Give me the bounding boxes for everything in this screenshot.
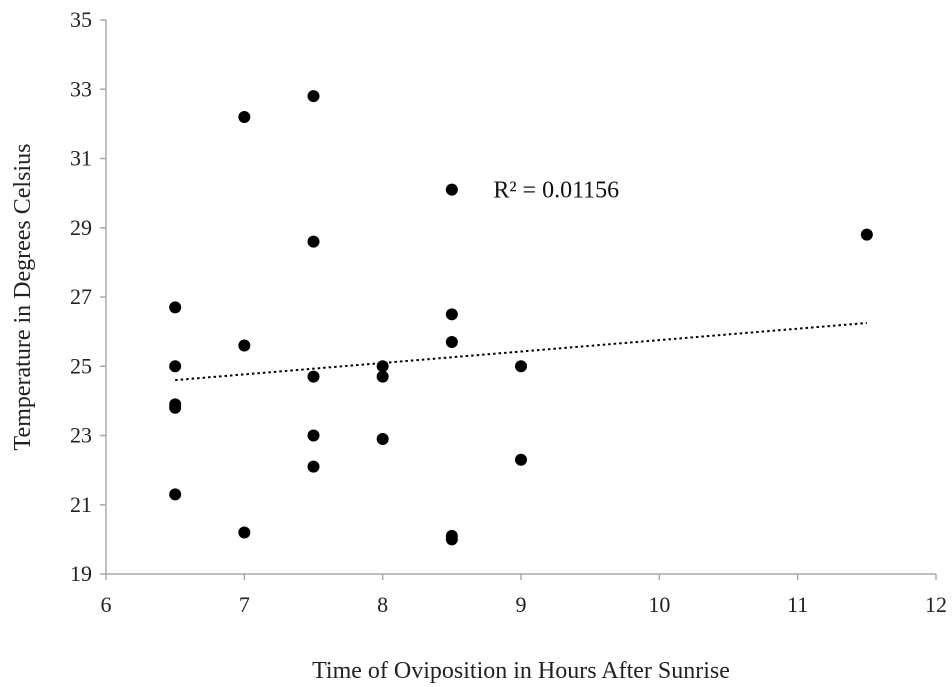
y-tick-label: 23 — [70, 423, 92, 448]
data-point — [445, 336, 458, 349]
y-axis-title: Temperature in Degrees Celsius — [10, 144, 36, 451]
data-points — [169, 90, 873, 546]
data-point — [860, 228, 873, 241]
y-tick-label: 29 — [70, 215, 92, 240]
axes — [105, 20, 936, 575]
data-point — [169, 360, 182, 373]
data-point — [169, 488, 182, 501]
r-squared-label: R² = 0.01156 — [493, 178, 619, 204]
data-point — [376, 360, 389, 373]
y-tick-label: 25 — [70, 353, 92, 378]
y-tick-label: 21 — [70, 492, 92, 517]
data-point — [445, 183, 458, 196]
x-tick-label: 10 — [648, 592, 670, 617]
data-point — [515, 360, 527, 373]
x-tick-label: 9 — [516, 592, 527, 617]
y-tick-label: 31 — [70, 146, 92, 171]
data-point — [307, 370, 320, 383]
data-point — [445, 533, 458, 546]
trendline — [175, 321, 867, 382]
x-tick-label: 7 — [239, 592, 250, 617]
data-point — [376, 432, 389, 445]
data-point — [307, 460, 320, 473]
y-tick-label: 19 — [70, 561, 92, 586]
data-point — [376, 370, 389, 383]
annotations: R² = 0.01156 — [493, 178, 619, 204]
y-tick-label: 35 — [70, 7, 92, 32]
data-point — [307, 429, 320, 442]
data-point — [238, 110, 251, 123]
data-point — [515, 453, 527, 466]
data-point — [238, 526, 251, 539]
y-tick-label: 33 — [70, 76, 92, 101]
x-tick-label: 8 — [377, 592, 388, 617]
data-point — [169, 401, 182, 414]
data-point — [307, 235, 320, 248]
data-point — [307, 90, 320, 103]
x-axis-title: Time of Oviposition in Hours After Sunri… — [312, 658, 730, 684]
y-tick-label: 27 — [70, 284, 92, 309]
data-point — [445, 308, 458, 321]
x-tick-label: 11 — [787, 592, 808, 617]
y-axis-ticks: 19 21 23 25 27 29 31 33 35 — [70, 7, 106, 586]
x-tick-label: 6 — [101, 592, 112, 617]
data-point — [238, 339, 251, 352]
data-point — [169, 301, 182, 314]
x-axis-ticks: 6 7 8 9 10 11 12 — [101, 574, 947, 617]
x-tick-label: 12 — [925, 592, 947, 617]
